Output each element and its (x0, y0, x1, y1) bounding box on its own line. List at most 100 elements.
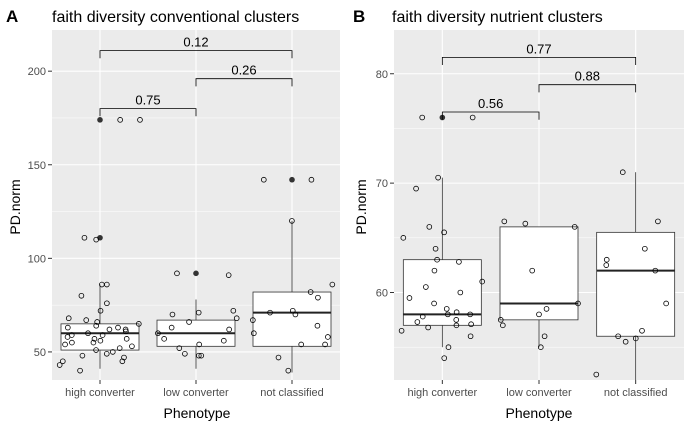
data-point (93, 236, 99, 243)
data-point (168, 324, 175, 331)
data-point (431, 267, 438, 274)
x-axis-ticks-a: high converter low converter not classifie… (65, 380, 324, 399)
y-tick-label: 70 (376, 178, 388, 190)
outlier-point (97, 117, 103, 123)
data-point (537, 344, 544, 350)
comparison-brackets-b: 0.56 0.88 0.77 (441, 41, 637, 120)
comparison-bracket (441, 111, 540, 120)
data-point (434, 256, 440, 263)
data-point (285, 367, 292, 374)
comparison-bracket (441, 56, 637, 66)
data-point (603, 256, 610, 263)
data-point (196, 352, 202, 359)
data-point (94, 319, 100, 325)
box-iqr (252, 291, 332, 347)
data-point (663, 300, 669, 307)
data-point (196, 341, 202, 348)
y-tick-label: 50 (34, 347, 46, 359)
y-tick-label: 100 (28, 253, 46, 265)
data-point (136, 321, 142, 327)
data-point (65, 324, 71, 331)
p-value-label: 0.56 (478, 96, 503, 111)
data-point (453, 317, 460, 323)
data-point (99, 332, 106, 338)
p-value-label: 0.12 (183, 35, 208, 50)
p-value-label: 0.26 (231, 63, 256, 78)
data-points-b (398, 114, 669, 378)
data-point (182, 350, 188, 357)
x-tick-label: low converter (163, 387, 229, 399)
data-point (250, 317, 256, 323)
data-point (115, 324, 121, 331)
data-point (62, 341, 68, 348)
data-point (307, 289, 314, 295)
data-point (453, 322, 460, 329)
data-point (97, 337, 104, 344)
y-tick-label: 60 (376, 288, 388, 300)
data-point (104, 300, 110, 307)
data-point (161, 336, 167, 342)
data-point (289, 307, 296, 314)
p-value-label: 0.77 (526, 41, 551, 56)
data-points-a (56, 117, 336, 374)
data-point (398, 327, 405, 334)
x-tick-label: high converter (407, 387, 477, 399)
y-axis-ticks-b: 60 70 80 (376, 69, 394, 300)
data-point (423, 284, 429, 290)
data-point (632, 335, 639, 342)
data-point (413, 185, 419, 192)
outlier-point (289, 176, 295, 183)
y-axis-title-b: PD.norm (353, 179, 369, 234)
data-point (414, 319, 421, 325)
data-point (479, 278, 486, 285)
data-point (500, 322, 506, 329)
data-point (603, 262, 610, 268)
data-point (121, 354, 127, 361)
data-point (109, 349, 116, 355)
data-point (593, 371, 600, 378)
data-point (441, 355, 448, 361)
data-point (406, 295, 413, 301)
data-point (186, 319, 192, 325)
data-point (522, 220, 529, 227)
data-point (233, 315, 240, 322)
data-point (445, 311, 451, 318)
data-point (322, 341, 328, 348)
data-point (457, 289, 464, 296)
y-tick-label: 200 (28, 66, 46, 78)
data-point (77, 367, 83, 374)
panel-tag-b: B (353, 7, 365, 26)
box-iqr (60, 323, 140, 351)
data-point (230, 307, 237, 314)
x-tick-label: high converter (65, 387, 135, 399)
data-point (619, 169, 626, 175)
comparison-bracket (195, 78, 293, 87)
data-point (468, 321, 474, 328)
x-axis-title-b: Phenotype (506, 405, 573, 421)
chart-panel-a: A faith diversity conventional clusters … (6, 7, 340, 421)
data-point (425, 324, 431, 331)
data-point (501, 218, 508, 225)
data-point (221, 337, 227, 344)
data-point (129, 343, 135, 350)
data-point (90, 339, 97, 346)
y-axis-title-a: PD.norm (7, 179, 23, 234)
data-point (56, 362, 63, 368)
x-tick-label: low converter (506, 387, 572, 399)
data-point (123, 336, 130, 342)
data-point (435, 174, 441, 181)
data-point (314, 322, 321, 329)
data-point (298, 341, 304, 348)
data-point (467, 333, 474, 340)
box-iqr (499, 226, 579, 321)
data-point (122, 326, 129, 333)
data-point (123, 328, 129, 335)
data-point (81, 234, 88, 241)
data-point (119, 358, 126, 365)
data-point (571, 224, 578, 230)
data-point (65, 315, 72, 322)
data-point (329, 281, 336, 288)
comparison-bracket (99, 108, 197, 117)
data-point (639, 327, 645, 334)
